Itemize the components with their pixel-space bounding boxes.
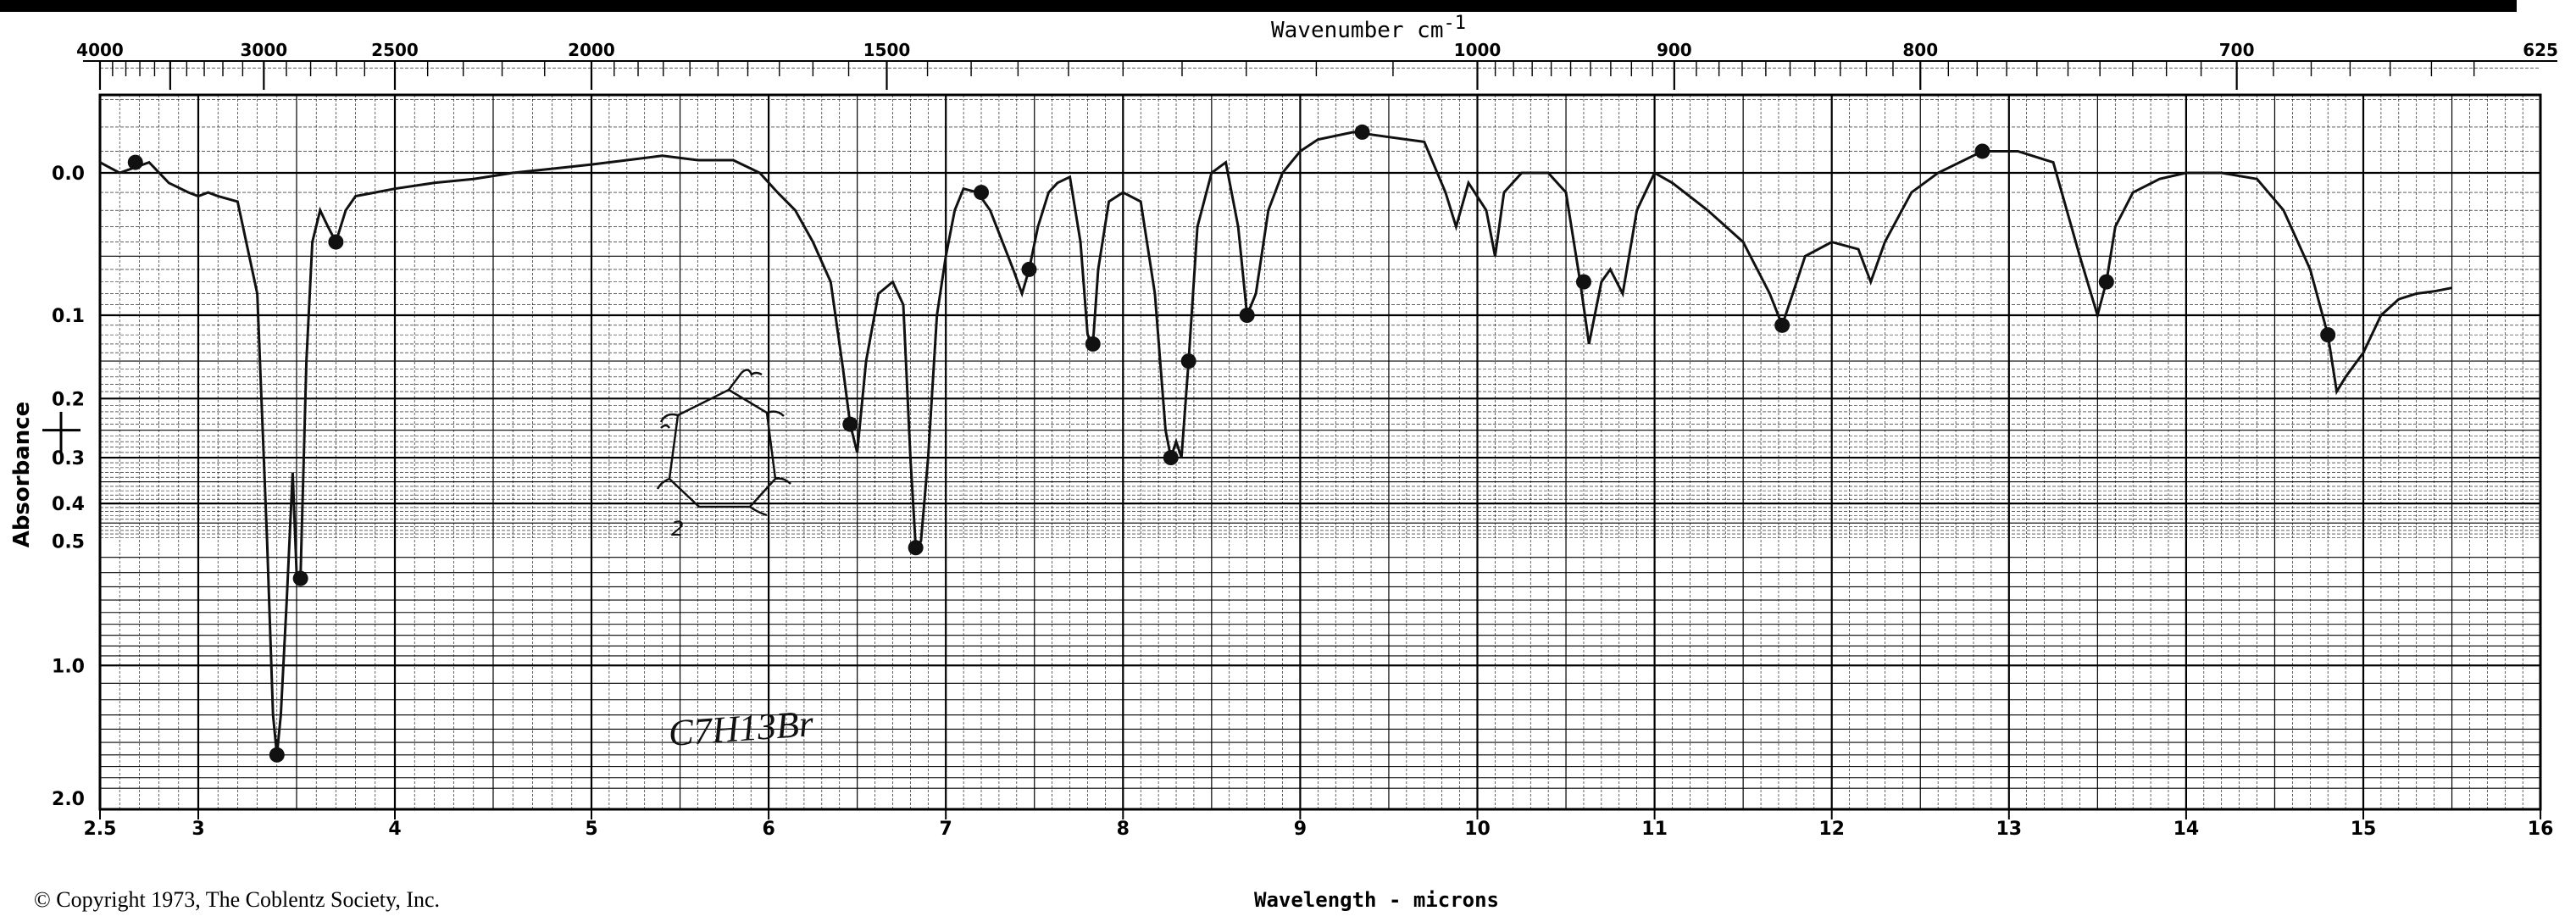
peak-mark — [1163, 450, 1179, 466]
peak-mark — [1085, 336, 1101, 352]
peak-mark — [292, 570, 308, 586]
y-axis: 0.0 0.1 0.2 0.3 0.4 0.5 1.0 2.0 — [42, 164, 85, 810]
peak-mark — [127, 154, 143, 170]
bottom-tick-label: 13 — [1996, 819, 2022, 840]
bottom-tick-label: 14 — [2174, 819, 2200, 840]
bottom-tick-label: 2.5 — [84, 819, 117, 840]
bottom-tick-label: 4 — [388, 819, 401, 840]
copyright-text: © Copyright 1973, The Coblentz Society, … — [34, 887, 440, 912]
x-axis-label: Wavelength - microns — [1254, 888, 1499, 912]
bottom-tick-label: 5 — [585, 819, 597, 840]
peak-mark — [269, 747, 285, 763]
peak-mark — [1575, 274, 1591, 290]
y-tick-label: 0.0 — [52, 164, 85, 185]
peak-mark — [842, 416, 858, 432]
y-tick-label: 0.2 — [52, 389, 85, 410]
y-tick-label: 1.0 — [52, 656, 85, 677]
peak-mark — [1180, 353, 1196, 369]
top-tick-label: 1500 — [863, 40, 911, 60]
peak-mark — [328, 234, 344, 250]
chart-grid — [99, 67, 2542, 809]
bottom-tick-label: 16 — [2528, 819, 2554, 840]
plot-frame — [98, 93, 2542, 811]
y-tick-label: 0.5 — [52, 531, 85, 553]
bottom-tick-label: 3 — [192, 819, 204, 840]
peak-mark — [1239, 308, 1255, 324]
top-axis: 4000 3000 2500 2000 1500 1000 900 800 700 625 — [76, 40, 2558, 90]
peak-mark — [2320, 327, 2336, 343]
top-tick-label: 625 — [2523, 40, 2558, 60]
peak-mark — [1354, 124, 1370, 140]
top-tick-label: 900 — [1657, 40, 1692, 60]
top-tick-label: 700 — [2219, 40, 2255, 60]
y-tick-label: 2.0 — [52, 789, 85, 810]
top-tick-label: 2500 — [371, 40, 419, 60]
molecular-formula: C7H13Br — [667, 703, 815, 754]
cyclohexane-ring-sketch — [668, 388, 777, 508]
y-tick-label: 0.1 — [52, 306, 85, 327]
bottom-axis: 2.5 3 4 5 6 7 8 9 10 11 12 13 14 15 16 — [84, 809, 2554, 840]
bottom-tick-label: 8 — [1117, 819, 1130, 840]
top-axis-label-superscript: -1 — [1444, 13, 1467, 34]
peak-mark — [908, 540, 924, 556]
y-tick-label: 0.4 — [52, 494, 85, 515]
structure-sketch: 2 — [656, 369, 791, 541]
peak-mark — [974, 185, 990, 201]
bond-sketch — [728, 372, 742, 391]
bottom-tick-label: 7 — [940, 819, 952, 840]
substituent-scribble — [656, 369, 791, 517]
top-tick-label: 2000 — [568, 40, 615, 60]
bottom-tick-label: 12 — [1818, 819, 1845, 840]
bottom-tick-label: 9 — [1294, 819, 1307, 840]
top-axis-label: Wavenumber cm-1 — [1271, 13, 1466, 43]
peak-markers — [127, 124, 2336, 763]
bottom-tick-label: 15 — [2351, 819, 2377, 840]
spectrum-trace — [99, 131, 2452, 755]
peak-mark — [1021, 261, 1037, 277]
top-tick-label: 3000 — [240, 40, 287, 60]
top-tick-label: 800 — [1902, 40, 1938, 60]
top-tick-label: 1000 — [1454, 40, 1502, 60]
y-axis-label: Absorbance — [9, 402, 35, 548]
top-black-bar — [0, 0, 2517, 12]
top-tick-label: 4000 — [76, 40, 124, 60]
peak-mark — [1974, 143, 1990, 159]
bottom-tick-label: 10 — [1464, 819, 1491, 840]
y-tick-label: 0.3 — [52, 448, 85, 469]
structure-numeral-2: 2 — [671, 517, 684, 541]
bottom-tick-label: 11 — [1641, 819, 1668, 840]
peak-mark — [1774, 317, 1790, 333]
bottom-tick-label: 6 — [762, 819, 774, 840]
peak-mark — [2098, 274, 2114, 290]
